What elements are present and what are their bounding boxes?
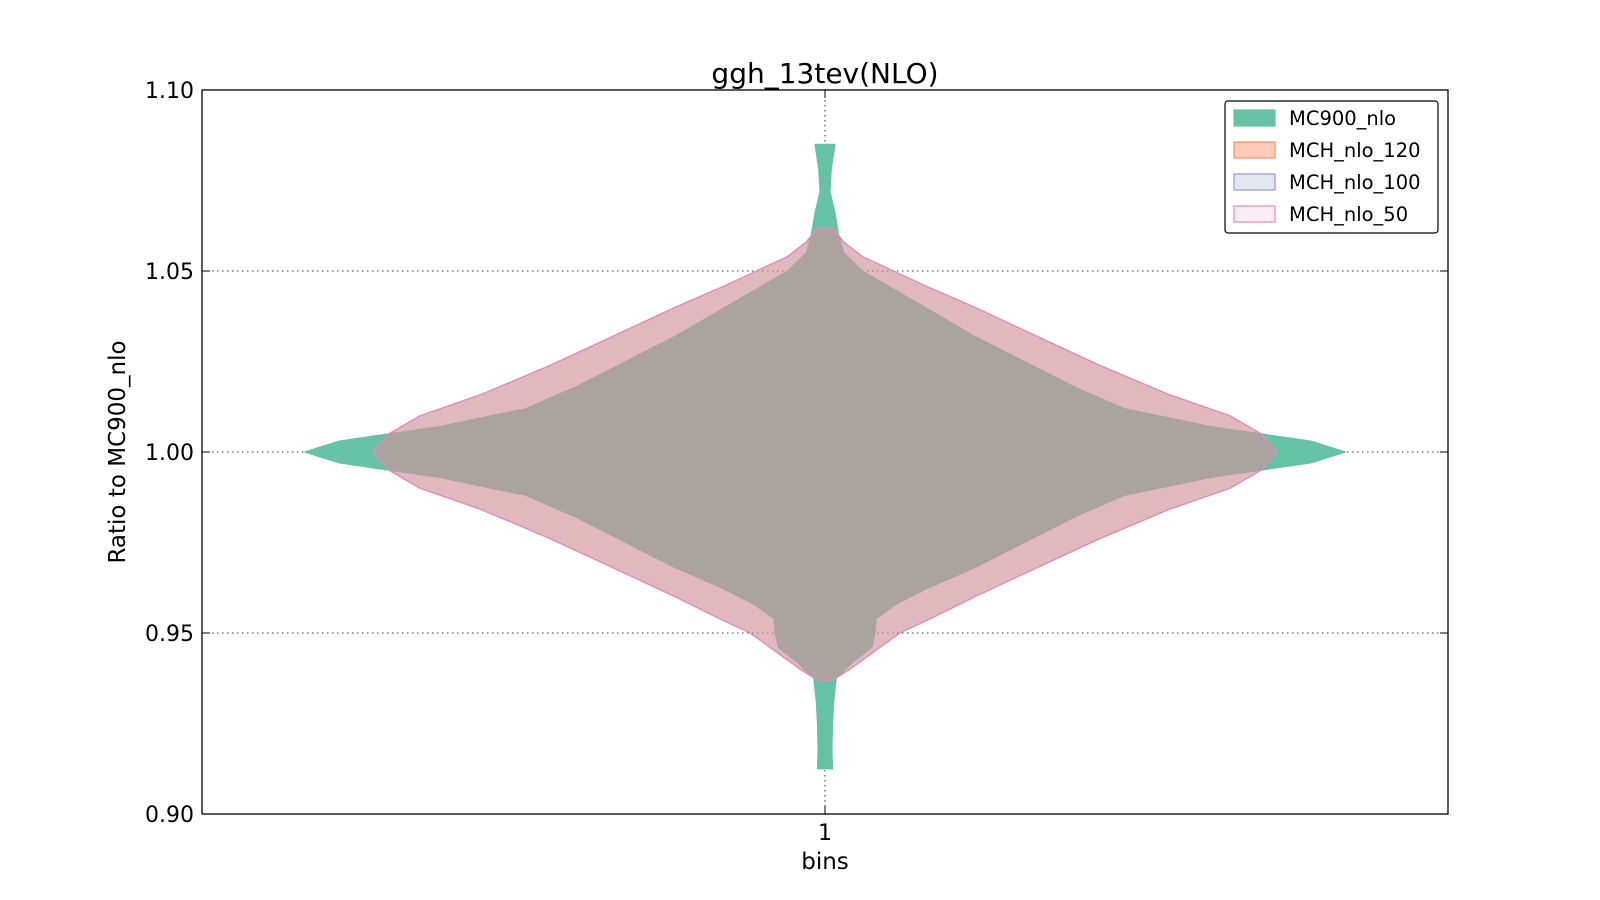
chart-title: ggh_13tev(NLO) [711,57,938,90]
legend-label: MCH_nlo_50 [1289,203,1408,226]
x-axis-label: bins [801,849,849,875]
y-tick-label: 0.90 [145,803,194,828]
legend-label: MCH_nlo_120 [1289,139,1421,162]
axis-ticks: 0.90 0.95 1.00 1.05 1.10 1 [145,79,1448,846]
y-axis-label: Ratio to MC900_nlo [105,340,131,563]
legend-swatch [1233,141,1276,159]
legend-label: MC900_nlo [1289,107,1396,130]
y-tick-label: 1.10 [145,79,194,104]
legend-swatch [1233,109,1276,127]
y-tick-label: 1.05 [145,260,194,285]
x-tick-label: 1 [818,821,832,846]
legend-swatch [1233,205,1276,223]
legend-swatch [1233,173,1276,191]
y-tick-label: 1.00 [145,441,194,466]
violin-mc900-nlo [304,143,1346,770]
violins [304,143,1346,770]
legend-label: MCH_nlo_100 [1289,171,1421,194]
legend-box [1224,100,1439,234]
y-tick-label: 0.95 [145,622,194,647]
violin-mch-nlo-50 [372,227,1278,681]
legend: MC900_nlo MCH_nlo_120 MCH_nlo_100 MCH_nlo_5… [1224,100,1439,234]
